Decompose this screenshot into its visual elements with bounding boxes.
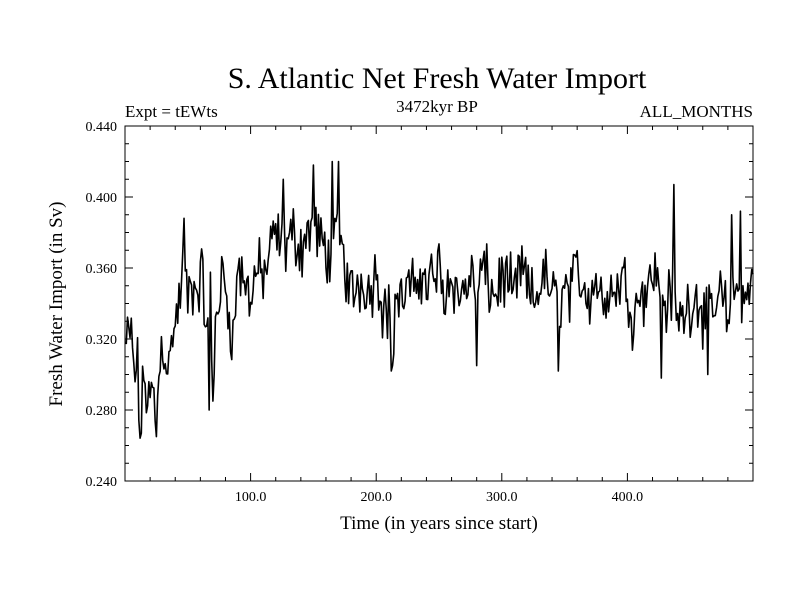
y-tick-label: 0.320 [86,333,118,348]
y-tick-label: 0.360 [86,262,118,277]
subtitle-center: 3472kyr BP [396,97,478,116]
x-tick-label: 100.0 [235,490,267,505]
chart-title: S. Atlantic Net Fresh Water Import [228,62,647,95]
x-axis-label: Time (in years since start) [340,513,538,534]
plot-frame [124,125,754,482]
subtitle-left: Expt = tEWts [125,102,218,121]
axis-group: 100.0 200.0 300.0 400.0 0.240 0.280 0.320 0.360… [86,120,753,505]
subtitle-right: ALL_MONTHS [640,102,753,121]
x-tick-label: 200.0 [360,490,392,505]
y-tick-label: 0.400 [86,191,118,206]
y-tick-label: 0.240 [86,475,118,490]
x-tick-label: 400.0 [612,490,644,505]
series-group [125,160,754,439]
y-tick-label: 0.440 [86,120,118,135]
x-tick-label: 300.0 [486,490,518,505]
y-axis-label: Fresh Water Import (in Sv) [46,202,67,407]
series-line-fresh-water-import [125,160,754,439]
y-tick-label: 0.280 [86,404,118,419]
